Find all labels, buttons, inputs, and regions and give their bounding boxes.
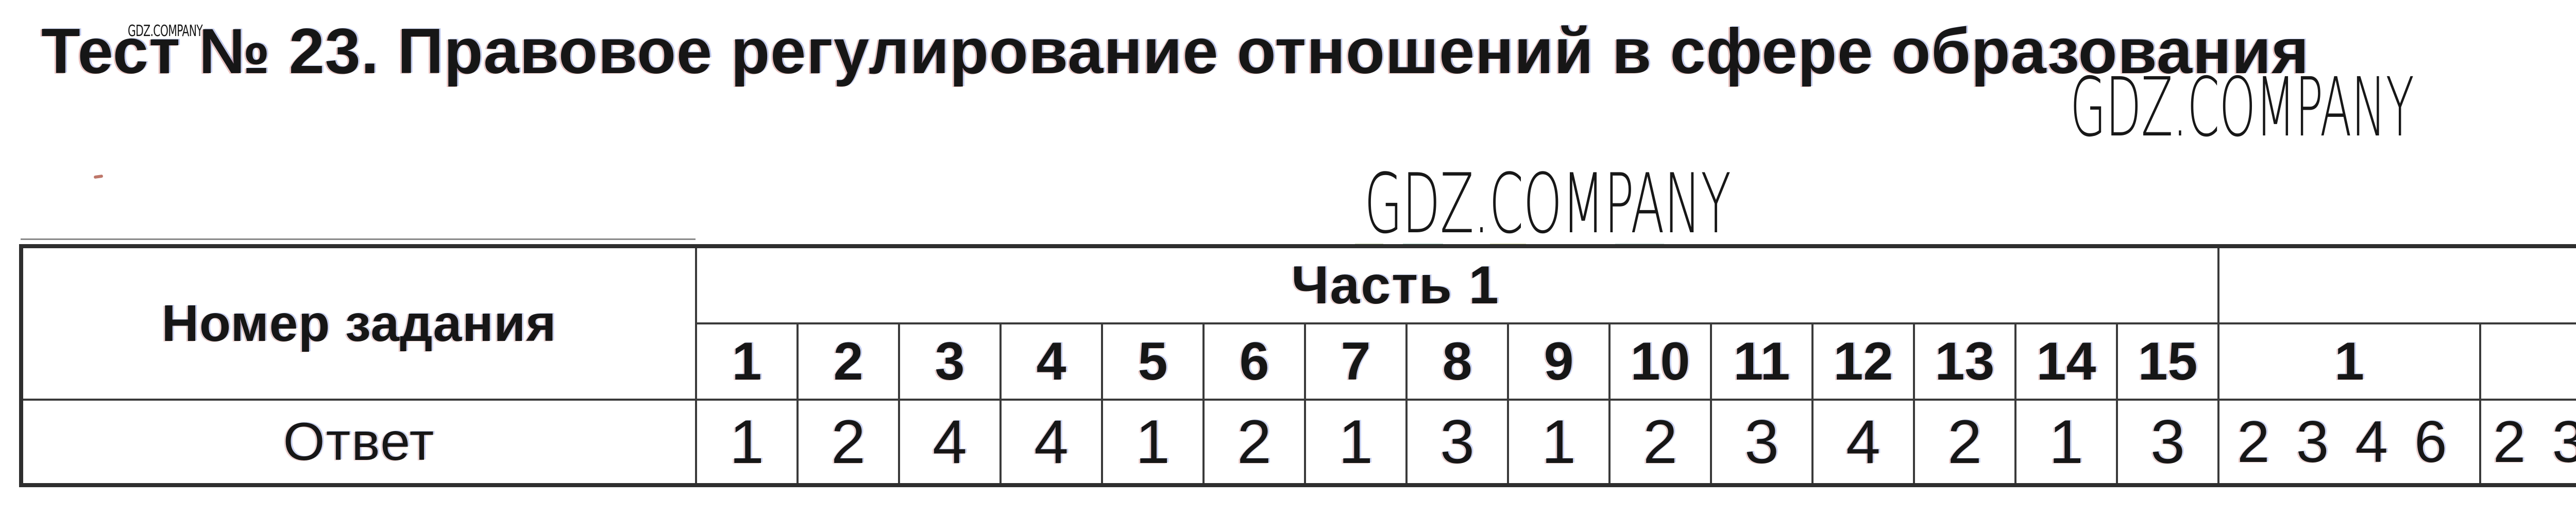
part1-q9-answer: 1 <box>1507 399 1611 486</box>
part1-q1-answer: 1 <box>695 399 799 486</box>
part1-q10-answer: 2 <box>1608 399 1712 486</box>
scan-ghost-line <box>21 238 696 240</box>
part1-q7-answer: 1 <box>1304 399 1408 486</box>
part1-q8-number: 8 <box>1405 322 1509 401</box>
part1-q6-answer: 2 <box>1202 399 1306 486</box>
part2-q1-number: 1 <box>2217 322 2482 401</box>
part2-q1-answer: 2346 <box>2217 399 2482 486</box>
answers-row: Ответ 1 2 4 4 1 2 1 3 1 2 3 4 2 1 3 2346… <box>20 399 2576 486</box>
part1-q3-answer: 4 <box>898 399 1002 486</box>
part1-q7-number: 7 <box>1304 322 1408 401</box>
part1-q15-number: 15 <box>2115 322 2220 401</box>
part1-q8-answer: 3 <box>1405 399 1509 486</box>
part1-q5-answer: 1 <box>1101 399 1205 486</box>
part1-q2-number: 2 <box>796 322 900 401</box>
part1-q9-number: 9 <box>1507 322 1611 401</box>
part2-header: Часть 2 <box>2217 245 2576 324</box>
part1-q12-number: 12 <box>1811 322 1915 401</box>
part1-q1-number: 1 <box>695 322 799 401</box>
watermark-gdz-above-table: GDZ.COMPANY <box>1364 156 1731 252</box>
watermark-gdz-under-title: GDZ.COMPANY <box>2070 60 2414 155</box>
scan-speck <box>93 174 104 179</box>
part1-q2-answer: 2 <box>796 399 900 486</box>
page-title: Тест № 23. Правовое регулирование отноше… <box>41 16 2310 87</box>
part1-q3-number: 3 <box>898 322 1002 401</box>
part1-q12-answer: 4 <box>1811 399 1915 486</box>
part1-header: Часть 1 <box>694 245 2220 324</box>
part1-q15-answer: 3 <box>2115 399 2220 486</box>
part1-q10-number: 10 <box>1608 322 1712 401</box>
part1-q13-number: 13 <box>1913 322 2016 401</box>
part2-q2-answer: 2341 <box>2479 399 2576 486</box>
question-numbers-row: 1 2 3 4 5 6 7 8 9 10 11 12 13 14 15 1 2 … <box>21 322 2576 401</box>
part1-q4-number: 4 <box>999 322 1103 401</box>
part1-q11-answer: 3 <box>1710 399 1814 486</box>
corner-label: Номер задания <box>20 245 697 401</box>
header-row: Номер задания Часть 1 Часть 2 <box>20 245 2576 401</box>
part1-q4-answer: 4 <box>999 399 1103 486</box>
part2-q2-number: 2 <box>2479 322 2576 401</box>
answers-table: Номер задания Часть 1 Часть 2 1 2 3 4 5 … <box>19 244 2576 487</box>
part1-q6-number: 6 <box>1202 322 1306 401</box>
part1-q13-answer: 2 <box>1913 399 2016 486</box>
part1-q5-number: 5 <box>1101 322 1205 401</box>
answer-row-label: Ответ <box>20 399 697 486</box>
part1-q11-number: 11 <box>1710 322 1814 401</box>
watermark-gdz-title: GDZ.COMPANY <box>128 22 203 40</box>
part1-q14-number: 14 <box>2014 322 2118 401</box>
part1-q14-answer: 1 <box>2014 399 2118 486</box>
